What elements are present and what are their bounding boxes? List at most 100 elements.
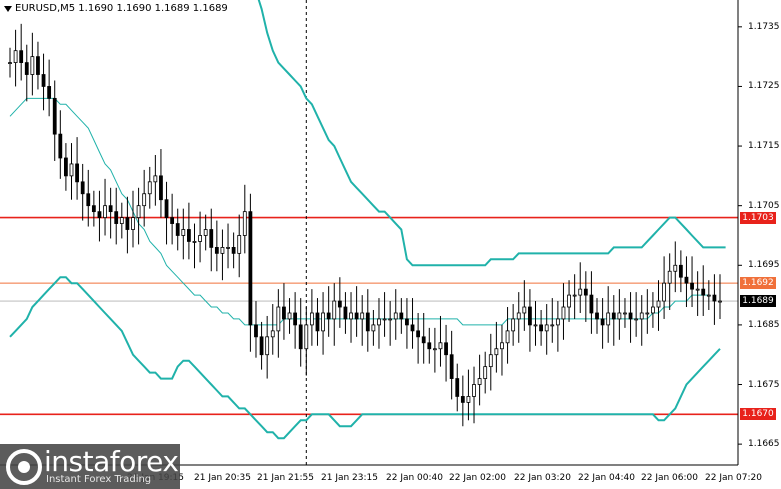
- bollinger-lower-band: [9, 276, 721, 440]
- candle: [13, 29, 18, 87]
- candle-body: [343, 306, 348, 320]
- candle-body: [265, 336, 270, 356]
- candle-body: [421, 336, 426, 344]
- candle-body: [8, 62, 12, 64]
- candle-body: [270, 330, 275, 338]
- y-tick-label: 1.1665: [748, 439, 780, 450]
- candle: [438, 315, 443, 367]
- candle: [276, 289, 281, 358]
- candle: [282, 283, 286, 340]
- candle-body: [136, 205, 141, 218]
- candle: [651, 292, 655, 328]
- candle: [701, 265, 706, 316]
- candle-body: [304, 324, 309, 350]
- candle: [522, 280, 527, 331]
- candle-body: [583, 288, 588, 296]
- candle-body: [354, 312, 359, 320]
- candle: [360, 295, 365, 346]
- candle: [186, 202, 191, 260]
- candle: [142, 169, 147, 227]
- candle: [19, 23, 24, 81]
- candle-body: [220, 247, 225, 254]
- candle: [75, 137, 79, 200]
- candle: [203, 214, 208, 251]
- y-tick-label: 1.1705: [748, 200, 780, 211]
- candle-body: [147, 181, 152, 195]
- candle: [214, 220, 219, 272]
- candle: [304, 307, 309, 376]
- candle-body: [678, 264, 683, 278]
- candle: [125, 196, 130, 254]
- candle-body: [103, 205, 107, 218]
- candle-body: [282, 306, 286, 320]
- candle-body: [237, 235, 242, 254]
- candle-body: [628, 312, 633, 320]
- candle-body: [500, 342, 504, 350]
- candle: [528, 289, 532, 352]
- candle: [170, 193, 175, 245]
- candle-body: [444, 342, 448, 356]
- candle-body: [684, 276, 689, 284]
- candle: [97, 190, 102, 242]
- candle: [583, 271, 588, 322]
- candle: [393, 289, 398, 340]
- candle-body: [69, 163, 74, 177]
- candle-body: [645, 312, 650, 315]
- candle: [209, 208, 214, 272]
- candle: [673, 241, 678, 293]
- candle: [114, 187, 119, 245]
- candle-body: [259, 336, 264, 356]
- candle-body: [64, 157, 68, 177]
- candle-body: [91, 205, 96, 213]
- dropdown-triangle-icon[interactable]: [4, 5, 12, 12]
- candle-body: [30, 56, 35, 75]
- candle: [91, 190, 96, 227]
- candle: [181, 208, 186, 260]
- candle-body: [41, 74, 46, 87]
- candle-body: [214, 247, 219, 254]
- candle: [516, 292, 521, 343]
- candle-body: [662, 282, 666, 302]
- candle: [321, 292, 325, 355]
- candle: [242, 184, 247, 254]
- candle: [550, 298, 555, 343]
- candle: [399, 298, 404, 334]
- candle-body: [326, 312, 331, 320]
- candle: [410, 298, 415, 349]
- candle: [578, 262, 583, 313]
- candle: [656, 280, 661, 331]
- candle-body: [460, 396, 465, 403]
- candle: [69, 143, 74, 200]
- candle-body: [242, 211, 247, 236]
- candle-body: [293, 312, 298, 326]
- candle: [293, 292, 298, 349]
- candle-body: [712, 294, 717, 302]
- candle-body: [427, 342, 432, 350]
- candle: [337, 277, 342, 328]
- candle-body: [483, 366, 488, 379]
- candle-body: [533, 324, 538, 327]
- candle: [159, 149, 163, 218]
- candle: [86, 169, 91, 227]
- x-tick-label: 22 Jan 00:40: [386, 473, 443, 483]
- candle-body: [371, 324, 376, 332]
- price-level-label: 1.1692: [740, 277, 776, 290]
- candle-body: [399, 312, 404, 320]
- candle: [639, 295, 644, 346]
- candle: [371, 310, 376, 346]
- candle: [388, 301, 393, 346]
- candle-body: [690, 282, 694, 290]
- candle-body: [393, 312, 398, 320]
- x-tick-label: 22 Jan 03:20: [514, 473, 571, 483]
- candle-body: [472, 384, 476, 397]
- candle-body: [142, 193, 147, 207]
- candle: [706, 280, 711, 310]
- candle-body: [466, 396, 471, 403]
- y-tick-label: 1.1675: [748, 379, 780, 390]
- candle: [511, 304, 516, 346]
- candle: [24, 44, 29, 102]
- candle-body: [488, 354, 493, 368]
- bollinger-upper-band: [257, 0, 726, 267]
- candle-body: [337, 300, 342, 308]
